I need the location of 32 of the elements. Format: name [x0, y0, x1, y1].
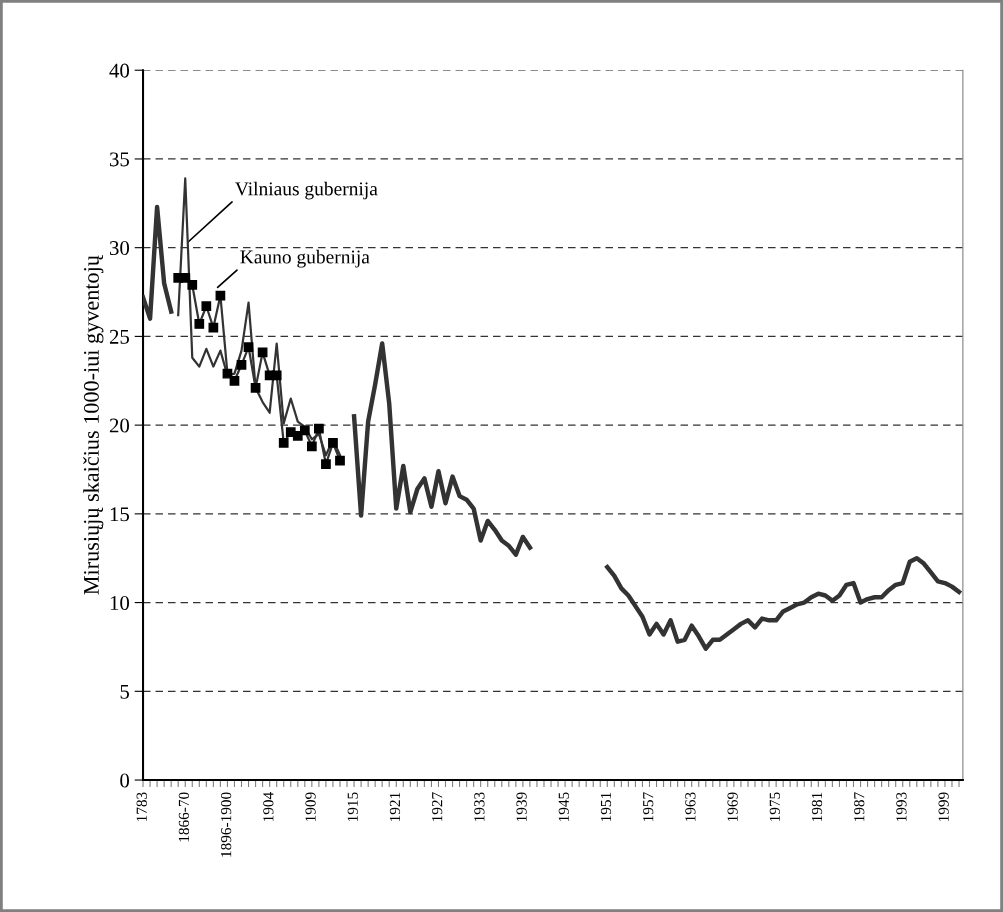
- x-tick-label: 1896-1900: [220, 792, 232, 857]
- y-tick-label: 15: [110, 507, 130, 522]
- x-tick-label: 1909: [305, 792, 316, 822]
- y-tick-label: 20: [109, 418, 130, 433]
- x-tick-label: 1915: [347, 792, 358, 822]
- x-tick-label: 1963: [685, 792, 696, 822]
- x-tick-label: 1921: [389, 792, 401, 822]
- x-tick-label: 1783: [136, 792, 147, 822]
- text: Vilniaus gubernija: [235, 181, 378, 200]
- y-tick-label: 25: [109, 329, 130, 344]
- x-tick-label: 1939: [516, 792, 527, 822]
- x-tick-label: 1951: [600, 792, 612, 822]
- x-tick-label: 1975: [769, 792, 780, 822]
- x-tick-label: 1866-70: [178, 792, 190, 842]
- y-tick-label: 10: [110, 595, 130, 611]
- y-tick-label: 5: [120, 684, 130, 699]
- x-tick-label: 1957: [643, 792, 654, 822]
- y-tick-label: 35: [110, 152, 130, 167]
- y-tick-label: 40: [109, 63, 130, 78]
- x-tick-label: 1933: [474, 792, 485, 822]
- y-tick-label: 30: [110, 241, 130, 256]
- x-tick-label: 1945: [558, 792, 569, 822]
- series-label: Kauno gubernija: [240, 249, 370, 268]
- x-tick-label: 1993: [896, 792, 907, 822]
- x-tick-label: 1987: [854, 792, 865, 822]
- x-tick-label: 1981: [811, 792, 823, 822]
- x-tick-label: 1904: [263, 792, 274, 822]
- y-tick-label: 0: [120, 773, 130, 788]
- x-tick-label: 1999: [938, 792, 949, 822]
- y-axis-title: Mirusiųjų skaičius 1000-iui gyventojų: [83, 255, 104, 595]
- x-tick-label: 1927: [432, 792, 443, 822]
- x-tick-label: 1969: [727, 792, 738, 822]
